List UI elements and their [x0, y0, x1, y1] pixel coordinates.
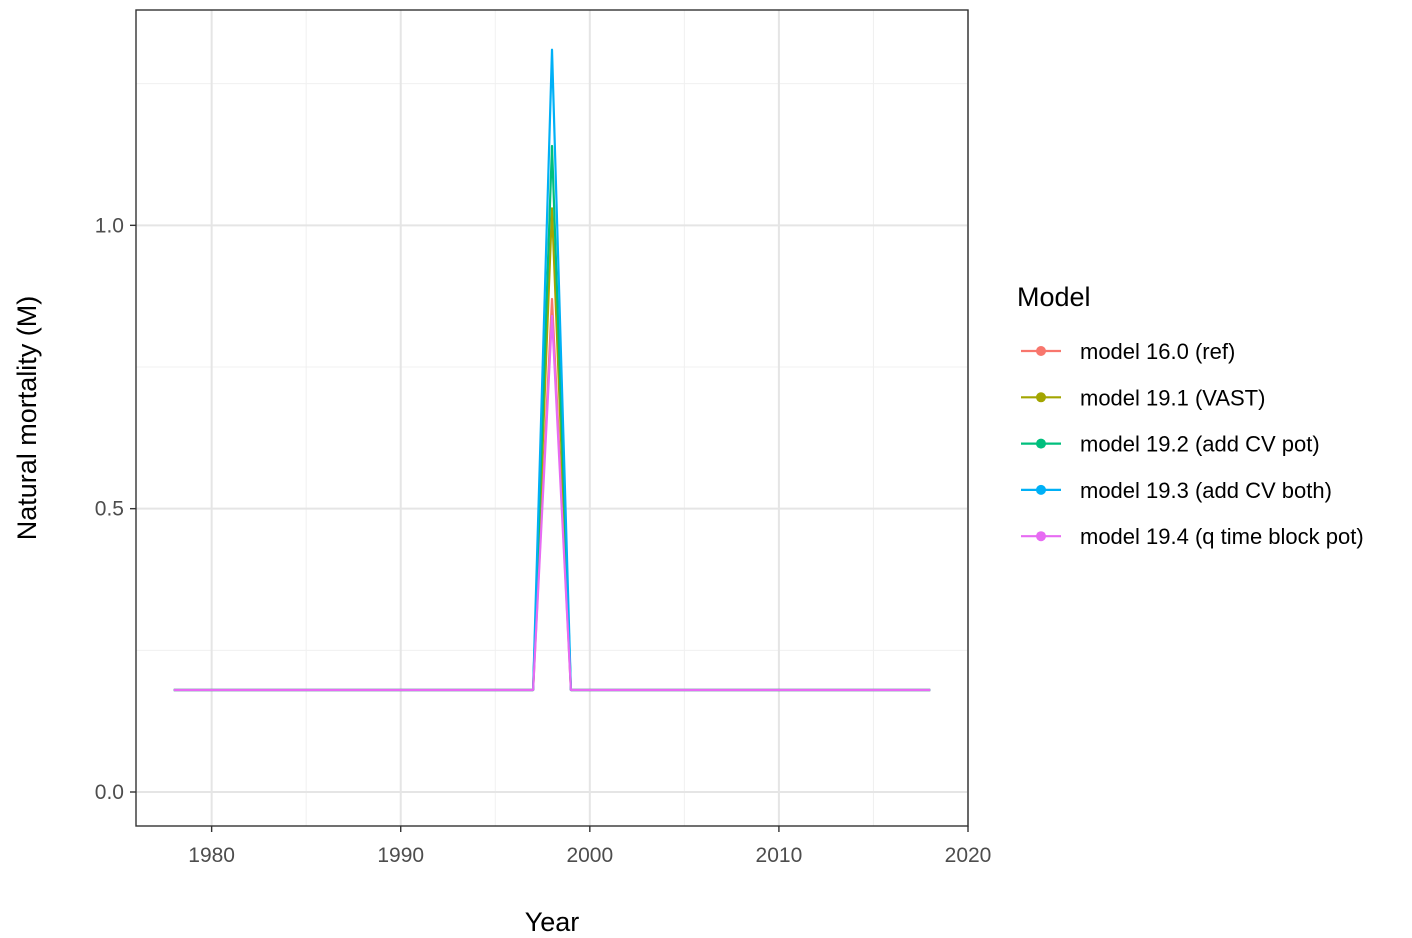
x-tick-label: 2020: [945, 844, 992, 867]
legend-title: Model: [1017, 282, 1091, 312]
legend-key-point: [1036, 531, 1046, 542]
y-tick-label: 0.5: [95, 498, 124, 521]
x-tick-label: 1980: [188, 844, 235, 867]
y-axis-title: Natural mortality (M): [12, 296, 42, 541]
legend-label: model 19.2 (add CV pot): [1080, 432, 1320, 457]
y-tick-label: 0.0: [95, 781, 124, 804]
x-tick-label: 1990: [377, 844, 424, 867]
panel-background: [136, 10, 968, 826]
legend-label: model 16.0 (ref): [1080, 339, 1235, 364]
legend-label: model 19.1 (VAST): [1080, 385, 1265, 410]
x-tick-label: 2010: [756, 844, 803, 867]
x-axis-title: Year: [525, 907, 580, 937]
x-axis: 1980 1990 2000 2010 2020: [188, 826, 991, 867]
y-tick-label: 1.0: [95, 214, 124, 237]
legend-key-point: [1036, 346, 1046, 356]
series-line: [173, 314, 931, 692]
legend: Model model 16.0 (ref) model 19.1 (VAST) m…: [1017, 282, 1364, 549]
y-axis: 0.0 0.5 1.0: [95, 214, 136, 804]
legend-label: model 19.4 (q time block pot): [1080, 524, 1364, 549]
panel-border: [135, 9, 969, 827]
legend-label: model 19.3 (add CV both): [1080, 478, 1332, 503]
x-tick-label: 2000: [566, 844, 613, 867]
series-lines: [173, 48, 931, 692]
legend-key-point: [1036, 438, 1046, 449]
legend-key-point: [1036, 392, 1046, 403]
legend-key-point: [1036, 484, 1046, 495]
